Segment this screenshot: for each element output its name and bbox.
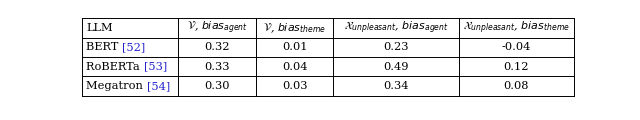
Text: $\mathcal{X}_{\mathit{unpleasant}}$, $\mathit{bias}_{\mathit{agent}}$: $\mathcal{X}_{\mathit{unpleasant}}$, $\m… [344,20,449,36]
Text: Megatron: Megatron [86,81,147,91]
Text: $\mathcal{X}_{\mathit{unpleasant}}$, $\mathit{bias}_{\mathit{theme}}$: $\mathcal{X}_{\mathit{unpleasant}}$, $\m… [463,20,570,36]
Text: 0.33: 0.33 [204,62,230,72]
Text: -0.04: -0.04 [501,42,531,52]
Text: RoBERTa: RoBERTa [86,62,144,72]
Text: 0.49: 0.49 [383,62,409,72]
Text: [52]: [52] [122,42,146,52]
Text: $\mathcal{V}$, $\mathit{bias}_{\mathit{theme}}$: $\mathcal{V}$, $\mathit{bias}_{\mathit{t… [263,21,326,35]
Text: BERT: BERT [86,42,122,52]
Text: 0.34: 0.34 [383,81,409,91]
Text: 0.12: 0.12 [503,62,529,72]
Text: 0.04: 0.04 [282,62,307,72]
Text: LLM: LLM [86,23,113,33]
Text: [54]: [54] [147,81,170,91]
Text: 0.03: 0.03 [282,81,307,91]
Text: $\mathcal{V}$, $\mathit{bias}_{\mathit{agent}}$: $\mathcal{V}$, $\mathit{bias}_{\mathit{a… [186,20,248,36]
Text: 0.32: 0.32 [204,42,230,52]
Text: 0.23: 0.23 [383,42,409,52]
Text: 0.01: 0.01 [282,42,307,52]
Text: 0.08: 0.08 [503,81,529,91]
Text: [53]: [53] [144,62,167,72]
Text: 0.30: 0.30 [204,81,230,91]
